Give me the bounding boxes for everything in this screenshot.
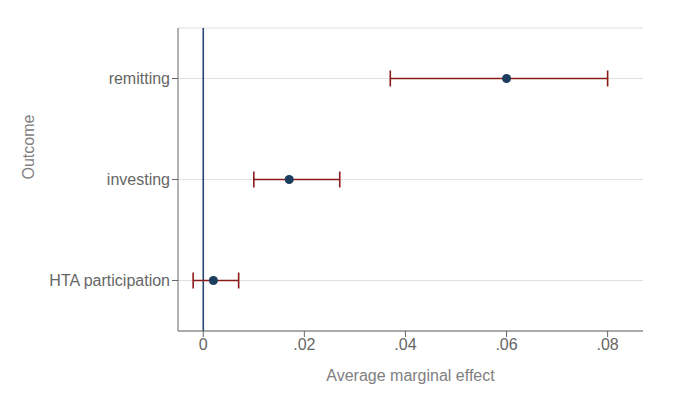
- svg-text:HTA participation: HTA participation: [49, 272, 170, 289]
- svg-text:.06: .06: [495, 336, 517, 353]
- svg-text:.02: .02: [293, 336, 315, 353]
- svg-text:investing: investing: [107, 171, 170, 188]
- svg-text:.08: .08: [596, 336, 618, 353]
- svg-text:Average marginal effect: Average marginal effect: [326, 367, 495, 384]
- svg-text:Outcome: Outcome: [20, 114, 37, 179]
- svg-text:.04: .04: [394, 336, 416, 353]
- svg-text:remitting: remitting: [109, 70, 170, 87]
- svg-text:0: 0: [199, 336, 208, 353]
